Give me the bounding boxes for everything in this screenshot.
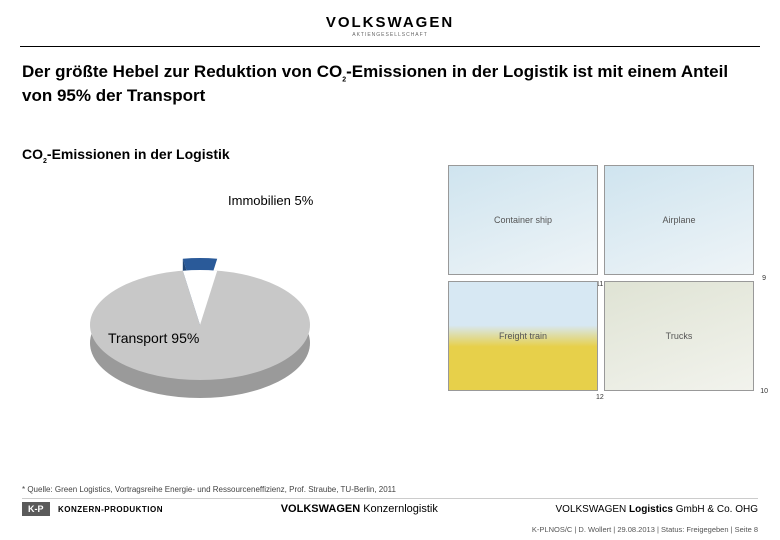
photo-note-12: 12 (596, 394, 604, 401)
content-area: Immobilien 5% Transport 95% Container sh… (0, 165, 780, 465)
brand-sub: AKTIENGESELLSCHAFT (0, 32, 780, 38)
right-brand-c: GmbH & Co. OHG (676, 504, 758, 515)
kp-text: KONZERN-PRODUKTION (58, 505, 163, 514)
footer-meta: K-PLNOS/C | D. Wollert | 29.08.2013 | St… (0, 525, 780, 540)
photo-train: Freight train (448, 281, 598, 391)
footer-mid: VOLKSWAGEN Konzernlogistik (281, 503, 438, 515)
photo-note-9: 9 (762, 275, 766, 282)
headline: Der größte Hebel zur Reduktion von CO2-E… (22, 61, 758, 106)
photo-note-10: 10 (760, 388, 768, 395)
kp-badge: K-P (22, 502, 50, 516)
section-after: -Emissionen in der Logistik (47, 146, 230, 162)
photo-ship: Container ship (448, 165, 598, 275)
photo-plane: Airplane (604, 165, 754, 275)
section-title: CO2-Emissionen in der Logistik (22, 146, 758, 165)
headline-before: Der größte Hebel zur Reduktion von CO (22, 62, 342, 81)
brand-bar: VOLKSWAGEN AKTIENGESELLSCHAFT (0, 0, 780, 38)
pie-label-immobilien: Immobilien 5% (228, 193, 313, 208)
footer: * Quelle: Green Logistics, Vortragsreihe… (0, 485, 780, 540)
right-brand-b: Logistics (629, 504, 673, 515)
pie-label-transport: Transport 95% (108, 330, 199, 346)
source-note: * Quelle: Green Logistics, Vortragsreihe… (22, 485, 758, 494)
right-brand-a: VOLKSWAGEN (556, 504, 627, 515)
rule-top (20, 46, 760, 47)
pie-chart (80, 225, 340, 430)
footer-right: VOLKSWAGEN Logistics GmbH & Co. OHG (556, 504, 758, 515)
mid-brand-a: VOLKSWAGEN (281, 503, 360, 515)
mid-brand-b: Konzernlogistik (363, 503, 438, 515)
photo-grid: Container ship Airplane 9 11 Freight tra… (448, 165, 758, 397)
photo-truck: Trucks (604, 281, 754, 391)
section-before: CO (22, 146, 43, 162)
footer-left: K-P KONZERN-PRODUKTION (22, 504, 163, 514)
brand-name: VOLKSWAGEN (0, 14, 780, 31)
